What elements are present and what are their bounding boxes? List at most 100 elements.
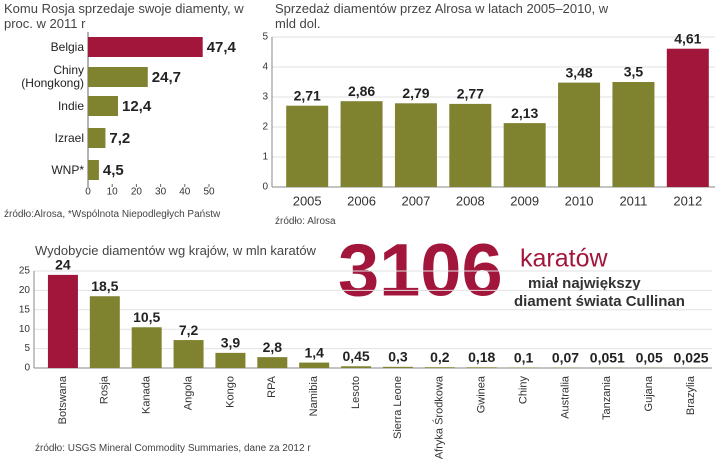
value-label: 3,9 [221,335,241,351]
x-tick-label: Afryka Środkowa [433,375,446,459]
value-label: 4,61 [674,30,701,46]
bar [558,82,601,187]
value-label: 47,4 [207,39,237,56]
value-label: 0,18 [468,349,495,365]
bar [88,37,203,57]
callout-unit: karatów [520,245,608,273]
category-label: Indie [57,98,84,113]
bar [88,67,148,87]
callout-number: 3106 [338,229,503,312]
x-tick-label: Lesoto [350,376,362,409]
bar [666,48,709,188]
bar [88,96,119,116]
bar [131,327,162,368]
x-tick-label: Australia [559,375,571,419]
value-label: 3,48 [565,64,592,80]
bar [257,357,288,368]
value-label: 10,5 [133,309,160,325]
x-tick-label: Brazylia [685,375,697,415]
category-label: Belgia [50,39,84,54]
value-label: 7,2 [109,130,130,147]
value-label: 2,86 [348,83,375,99]
y-tick-label: 25 [19,266,31,277]
y-tick-label: 0 [262,182,268,193]
y-tick-label: 2 [262,122,268,133]
value-label: 0,3 [388,349,408,365]
source-note: źródło: USGS Mineral Commodity Summaries… [35,443,311,454]
value-label: 2,79 [402,85,429,101]
value-label: 24 [55,257,71,273]
source-note: źródło:Alrosa, *Wspólnota Niepodległych … [4,209,221,220]
y-tick-label: 10 [19,324,31,335]
bar [424,367,455,368]
category-label: Izrael [54,130,84,145]
x-tick-label: 40 [179,187,191,198]
value-label: 0,051 [590,350,625,366]
callout-text: diament świata Cullinan [514,293,685,310]
x-tick-label: 2011 [619,193,647,208]
y-tick-label: 5 [262,32,268,43]
value-label: 0,2 [430,349,450,365]
callout-text: miał największy [528,275,641,292]
value-label: 18,5 [91,278,118,294]
value-label: 0,1 [514,349,534,365]
x-tick-label: 2009 [510,193,539,208]
value-label: 2,71 [294,87,321,103]
y-tick-label: 20 [19,285,31,296]
x-tick-label: Kanada [141,375,153,414]
bar [382,366,413,368]
value-label: 1,4 [304,344,324,360]
x-tick-label: 2007 [401,193,430,208]
x-tick-label: Angola [182,375,194,410]
value-label: 0,07 [552,349,579,365]
x-tick-label: 50 [203,187,215,198]
x-tick-label: Sierra Leone [392,376,404,439]
x-tick-label: Kongo [224,376,236,408]
x-tick-label: 20 [131,187,143,198]
value-label: 0,025 [674,350,709,366]
category-label: WNP* [51,162,84,177]
x-tick-label: 2010 [565,193,594,208]
bar [394,103,437,187]
x-tick-label: Chiny [517,376,529,405]
y-tick-label: 5 [24,343,30,354]
value-label: 12,4 [122,98,152,115]
bar [88,128,106,148]
bar [466,367,497,368]
x-tick-label: 2008 [456,193,485,208]
x-tick-label: RPA [266,375,278,397]
x-tick-label: Namibia [308,375,320,416]
chart-title: Sprzedaż diamentów przez Alrosa w latach… [275,1,609,31]
value-label: 2,77 [457,86,484,102]
chart-title: Wydobycie diamentów wg krajów, w mln kar… [35,243,316,258]
x-tick-label: Gwinea [476,375,488,413]
value-label: 2,8 [263,339,283,355]
bar [503,123,546,187]
bar [449,103,492,187]
category-label: Chiny (Hongkong) [21,63,84,90]
x-tick-label: Tanzania [601,375,613,420]
value-label: 24,7 [152,69,181,86]
value-label: 0,05 [636,350,663,366]
x-tick-label: 10 [107,187,119,198]
value-label: 3,5 [624,64,644,80]
x-tick-label: 0 [85,187,91,198]
value-label: 7,2 [179,322,199,338]
y-tick-label: 4 [262,62,268,73]
bar [173,340,204,368]
value-label: 4,5 [103,162,124,179]
bar [89,296,120,368]
bar [88,160,99,180]
bar [299,362,330,368]
source-note: źródło: Alrosa [275,216,336,227]
x-tick-label: 2012 [673,193,702,208]
y-tick-label: 3 [262,92,268,103]
x-tick-label: 30 [155,187,167,198]
value-label: 2,13 [511,105,538,121]
x-tick-label: Botswana [57,375,69,424]
bar [215,352,246,368]
y-tick-label: 0 [24,363,30,374]
chart-title: Komu Rosja sprzedaje swoje diamenty, w p… [4,1,244,31]
